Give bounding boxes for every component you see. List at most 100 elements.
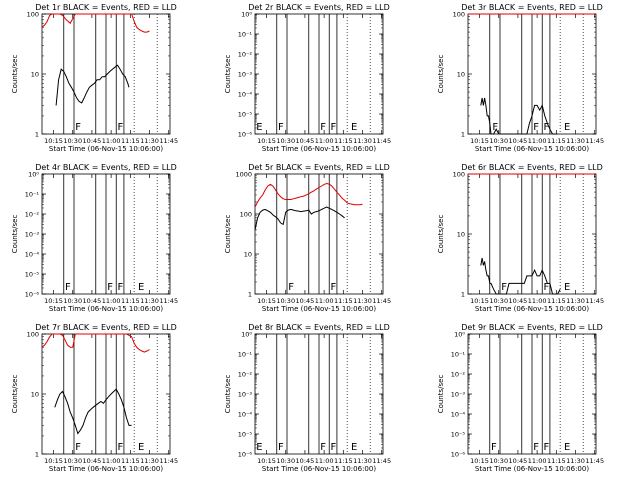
panel-title: Det 7r BLACK = Events, RED = LLD bbox=[35, 323, 177, 332]
y-axis-label: Counts/sec bbox=[437, 215, 445, 254]
panel-title: Det 6r BLACK = Events, RED = LLD bbox=[461, 163, 603, 172]
interval-marker-e: E bbox=[564, 442, 570, 453]
y-tick-label: 10⁻³ bbox=[238, 391, 253, 399]
x-tick-label: 11:15 bbox=[121, 137, 140, 145]
x-tick-label: 10:30 bbox=[63, 137, 82, 145]
x-tick-label: 10:15 bbox=[44, 297, 63, 305]
x-tick-label: 10:30 bbox=[489, 457, 508, 465]
x-tick-label: 11:45 bbox=[372, 297, 391, 305]
x-tick-label: 10:45 bbox=[509, 457, 528, 465]
x-tick-label: 10:15 bbox=[44, 457, 63, 465]
y-tick-label: 10 bbox=[457, 231, 465, 239]
interval-marker-f: F bbox=[320, 442, 326, 453]
interval-marker-e: E bbox=[564, 122, 570, 133]
interval-marker-f: F bbox=[331, 442, 337, 453]
x-tick-label: 10:45 bbox=[296, 137, 315, 145]
x-tick-label: 11:30 bbox=[140, 297, 159, 305]
panel-title: Det 2r BLACK = Events, RED = LLD bbox=[248, 3, 390, 12]
y-axis-label: Counts/sec bbox=[224, 375, 232, 414]
y-tick-label: 10⁻³ bbox=[238, 71, 253, 79]
interval-marker-f: F bbox=[544, 282, 550, 293]
y-tick-label: 10⁻² bbox=[238, 371, 253, 379]
x-tick-label: 11:30 bbox=[566, 137, 585, 145]
events-series-line bbox=[254, 206, 345, 231]
x-tick-label: 11:00 bbox=[315, 137, 334, 145]
x-tick-label: 11:30 bbox=[566, 297, 585, 305]
x-tick-label: 10:15 bbox=[470, 457, 489, 465]
panel-title: Det 4r BLACK = Events, RED = LLD bbox=[35, 163, 177, 172]
x-tick-label: 11:15 bbox=[121, 297, 140, 305]
x-tick-label: 10:30 bbox=[276, 137, 295, 145]
x-tick-label: 10:30 bbox=[489, 137, 508, 145]
x-tick-label: 10:15 bbox=[470, 137, 489, 145]
x-tick-label: 11:00 bbox=[102, 457, 121, 465]
x-tick-label: 10:45 bbox=[509, 297, 528, 305]
x-tick-label: 11:30 bbox=[353, 457, 372, 465]
panel-title: Det 5r BLACK = Events, RED = LLD bbox=[248, 163, 390, 172]
y-axis-label: Counts/sec bbox=[437, 375, 445, 414]
x-tick-label: 10:45 bbox=[296, 457, 315, 465]
interval-marker-f: F bbox=[533, 122, 539, 133]
x-tick-label: 11:45 bbox=[159, 137, 178, 145]
y-axis-label: Counts/sec bbox=[437, 55, 445, 94]
interval-marker-e: E bbox=[138, 442, 144, 453]
y-tick-label: 1000 bbox=[235, 171, 252, 179]
y-tick-label: 100 bbox=[27, 11, 39, 19]
x-tick-label: 11:15 bbox=[547, 457, 566, 465]
y-tick-label: 100 bbox=[27, 331, 39, 339]
x-tick-label: 10:45 bbox=[296, 297, 315, 305]
x-tick-label: 11:00 bbox=[528, 457, 547, 465]
x-tick-label: 11:30 bbox=[353, 297, 372, 305]
panel-title: Det 9r BLACK = Events, RED = LLD bbox=[461, 323, 603, 332]
x-tick-label: 11:00 bbox=[102, 297, 121, 305]
y-axis-label: Counts/sec bbox=[224, 215, 232, 254]
x-tick-label: 11:00 bbox=[315, 297, 334, 305]
interval-marker-e: E bbox=[256, 442, 262, 453]
y-tick-label: 10⁻⁵ bbox=[238, 431, 253, 439]
y-tick-label: 10⁰ bbox=[454, 331, 465, 339]
y-tick-label: 1 bbox=[461, 131, 465, 139]
panel-title: Det 8r BLACK = Events, RED = LLD bbox=[248, 323, 390, 332]
interval-marker-f: F bbox=[75, 442, 81, 453]
x-tick-label: 11:45 bbox=[372, 137, 391, 145]
x-tick-label: 11:45 bbox=[585, 137, 604, 145]
y-tick-label: 10⁻⁶ bbox=[238, 451, 253, 459]
interval-marker-f: F bbox=[501, 282, 507, 293]
y-tick-label: 10⁻⁵ bbox=[238, 111, 253, 119]
interval-marker-f: F bbox=[331, 122, 337, 133]
interval-marker-e: E bbox=[564, 282, 570, 293]
y-tick-label: 10⁻⁴ bbox=[238, 411, 253, 419]
interval-marker-e: E bbox=[351, 122, 357, 133]
y-tick-label: 10⁻⁶ bbox=[238, 131, 253, 139]
interval-marker-f: F bbox=[118, 442, 124, 453]
interval-marker-f: F bbox=[65, 282, 71, 293]
events-series-line bbox=[480, 257, 561, 295]
interval-marker-e: E bbox=[351, 442, 357, 453]
x-tick-label: 11:15 bbox=[547, 297, 566, 305]
x-tick-label: 11:00 bbox=[102, 137, 121, 145]
y-tick-label: 10 bbox=[31, 71, 39, 79]
y-tick-label: 10⁻⁵ bbox=[451, 431, 466, 439]
y-axis-label: Counts/sec bbox=[11, 215, 19, 254]
events-series-line bbox=[54, 388, 132, 435]
x-axis-label: Start Time (06-Nov-15 10:06:00) bbox=[49, 465, 163, 473]
y-tick-label: 10 bbox=[244, 251, 252, 259]
y-tick-label: 1 bbox=[35, 131, 39, 139]
x-tick-label: 11:00 bbox=[528, 137, 547, 145]
interval-marker-f: F bbox=[75, 122, 81, 133]
y-tick-label: 10⁻⁴ bbox=[238, 91, 253, 99]
y-tick-label: 10⁻¹ bbox=[451, 351, 466, 359]
interval-marker-f: F bbox=[533, 442, 539, 453]
interval-marker-f: F bbox=[288, 282, 294, 293]
y-tick-label: 1 bbox=[248, 291, 252, 299]
x-tick-label: 11:45 bbox=[159, 457, 178, 465]
x-tick-label: 11:30 bbox=[140, 137, 159, 145]
interval-marker-f: F bbox=[118, 282, 124, 293]
x-tick-label: 11:00 bbox=[315, 457, 334, 465]
y-axis-label: Counts/sec bbox=[11, 375, 19, 414]
